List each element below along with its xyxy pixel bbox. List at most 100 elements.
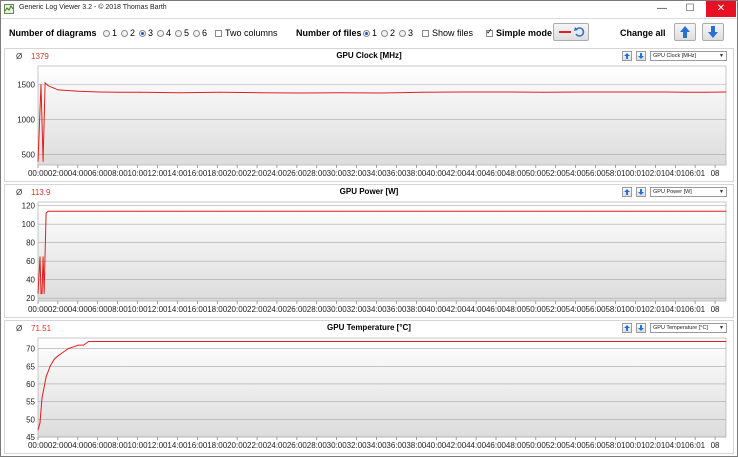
data-point: [624, 210, 626, 212]
files-radio-2[interactable]: 2: [381, 28, 395, 38]
data-point: [219, 210, 221, 212]
title-bar: Generic Log Viewer 3.2 - © 2018 Thomas B…: [1, 1, 737, 19]
x-tick-label: 58:01: [605, 305, 626, 314]
radio-dot[interactable]: [175, 29, 182, 37]
two-columns-box[interactable]: [215, 29, 222, 37]
data-point: [42, 161, 44, 162]
x-tick-label: 46:00: [486, 305, 507, 314]
y-tick-label: 60: [26, 380, 35, 389]
data-point: [705, 91, 707, 93]
chart-panel-gpu-temperature: Ø 71.51 GPU Temperature [°C] GPU Tempera…: [4, 320, 734, 454]
y-tick-label: 70: [26, 345, 35, 354]
x-tick-label: 36:00: [386, 169, 407, 178]
panel-header: Ø 113.9 GPU Power [W] GPU Power [W] ▼: [5, 185, 733, 200]
show-files-box[interactable]: [422, 29, 429, 37]
data-point: [199, 341, 201, 342]
radio-dot[interactable]: [139, 29, 146, 37]
panel-down-button[interactable]: [636, 323, 646, 333]
radio-dot[interactable]: [363, 29, 370, 37]
minimize-button[interactable]: —: [657, 3, 667, 14]
series-select[interactable]: GPU Temperature [°C] ▼: [650, 323, 727, 333]
data-point: [179, 210, 181, 212]
data-point: [179, 92, 181, 94]
series-select[interactable]: GPU Clock [MHz] ▼: [650, 51, 727, 61]
plot-area: [37, 65, 727, 166]
simple-mode-label: Simple mode: [496, 28, 553, 38]
maximize-button[interactable]: ☐: [685, 3, 695, 14]
series-select[interactable]: GPU Power [W] ▼: [650, 187, 727, 197]
y-tick-label: 45: [26, 433, 35, 442]
x-tick-label: 50:00: [526, 441, 547, 450]
diagrams-radio-1[interactable]: 1: [103, 28, 117, 38]
show-files-checkbox[interactable]: Show files: [422, 28, 473, 38]
window-title: Generic Log Viewer 3.2 - © 2018 Thomas B…: [19, 4, 167, 11]
simple-mode-checkbox[interactable]: Simple mode: [486, 27, 553, 38]
x-tick-label: 54:00: [566, 169, 587, 178]
radio-dot[interactable]: [103, 29, 110, 37]
data-point: [42, 256, 44, 257]
radio-dot[interactable]: [381, 29, 388, 37]
y-tick-label: 55: [26, 398, 35, 407]
show-files-label: Show files: [432, 28, 474, 38]
data-point: [503, 91, 504, 93]
x-tick-label: 16:00: [187, 441, 208, 450]
chart-title: GPU Power [W]: [339, 187, 399, 196]
arrow-down-icon: [638, 53, 644, 59]
diagrams-radio-4[interactable]: 4: [157, 28, 171, 38]
data-point: [98, 210, 100, 212]
data-point: [685, 210, 686, 212]
data-point: [219, 91, 221, 93]
panel-up-button[interactable]: [622, 51, 632, 61]
x-tick-label: 16:00: [187, 305, 208, 314]
scroll-down-all-button[interactable]: [702, 23, 724, 41]
data-point: [57, 210, 59, 212]
x-tick-label: 38:00: [406, 169, 427, 178]
data-point: [73, 346, 74, 348]
simple-mode-box[interactable]: [486, 27, 493, 37]
x-tick-label: 56:00: [586, 169, 607, 178]
x-tick-label: 16:00: [187, 169, 208, 178]
diagrams-radio-3[interactable]: 3: [139, 28, 153, 38]
radio-dot[interactable]: [193, 29, 200, 37]
chart-title: GPU Temperature [°C]: [327, 323, 411, 332]
data-point: [41, 293, 43, 294]
panel-down-button[interactable]: [636, 51, 646, 61]
files-radio-1[interactable]: 1: [363, 28, 377, 38]
data-point: [260, 92, 261, 94]
radio-dot[interactable]: [121, 29, 128, 37]
two-columns-checkbox[interactable]: Two columns: [215, 28, 278, 38]
x-tick-label: 02:00: [48, 169, 69, 178]
panel-up-button[interactable]: [622, 323, 632, 333]
diagrams-radio-6[interactable]: 6: [193, 28, 207, 38]
diagrams-radio-2[interactable]: 2: [121, 28, 135, 38]
y-tick-label: 50: [26, 415, 35, 424]
x-tick-label: 36:00: [386, 305, 407, 314]
line-style-button[interactable]: [553, 23, 589, 41]
radio-dot[interactable]: [399, 29, 406, 37]
data-point: [695, 341, 697, 342]
files-radio-3[interactable]: 3: [399, 28, 413, 38]
x-tick-label: 40:00: [426, 305, 447, 314]
average-value: 1379: [31, 52, 49, 61]
x-tick-label: 36:00: [386, 441, 407, 450]
number-of-files-label: Number of files: [296, 28, 362, 38]
radio-dot[interactable]: [157, 29, 164, 37]
panel-up-button[interactable]: [622, 187, 632, 197]
x-tick-label: 30:00: [327, 441, 348, 450]
x-tick-label: 12:00: [147, 169, 168, 178]
close-button[interactable]: ✕: [706, 1, 736, 17]
x-tick-label: 58:01: [605, 169, 626, 178]
arrow-down-icon: [638, 325, 644, 331]
x-tick-label: 54:00: [566, 441, 587, 450]
plot-area: [37, 337, 727, 438]
data-point: [37, 429, 39, 431]
x-tick-label: 48:00: [506, 169, 527, 178]
x-tick-label: 08: [711, 305, 720, 314]
diagrams-radio-5[interactable]: 5: [175, 28, 189, 38]
panel-down-button[interactable]: [636, 187, 646, 197]
series-select-value: GPU Power [W]: [653, 189, 692, 195]
x-tick-label: 04:01: [665, 305, 686, 314]
radio-label: 4: [166, 28, 172, 38]
x-tick-label: 26:00: [287, 305, 308, 314]
scroll-up-all-button[interactable]: [674, 23, 696, 41]
